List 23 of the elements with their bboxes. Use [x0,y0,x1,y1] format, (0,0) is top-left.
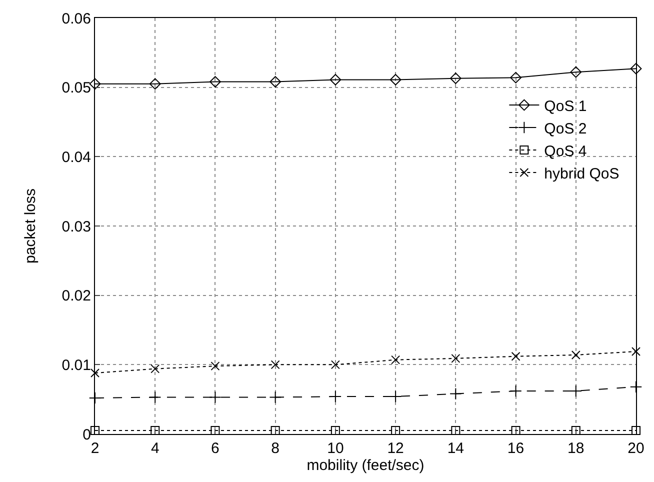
y-tick-label: 0.02 [62,288,91,305]
x-tick-label: 2 [90,440,100,457]
x-tick-label: 14 [447,440,464,457]
legend-label: QoS 1 [544,98,587,115]
x-tick-label: 4 [150,440,160,457]
x-tick-label: 6 [211,440,220,457]
legend-label: QoS 2 [544,120,587,138]
legend-label: hybrid QoS [544,165,620,182]
y-tick-label: 0.06 [62,10,91,28]
x-axis-title: mobility (feet/sec) [306,457,424,474]
y-axis-title: packet loss [22,188,40,264]
legend-label: QoS 4 [544,142,587,160]
x-tick-label: 10 [327,440,344,457]
x-tick-label: 18 [568,440,584,457]
y-tick-label: 0.01 [62,356,91,374]
x-tick-label: 20 [628,440,644,457]
x-tick-label: 16 [507,440,524,457]
y-tick-label: 0.03 [62,218,91,236]
y-tick-label: 0.04 [62,148,91,166]
x-tick-label: 12 [387,440,404,457]
y-tick-label: 0 [82,426,91,444]
y-tick-label: 0.05 [62,80,91,97]
x-tick-label: 8 [271,440,280,457]
